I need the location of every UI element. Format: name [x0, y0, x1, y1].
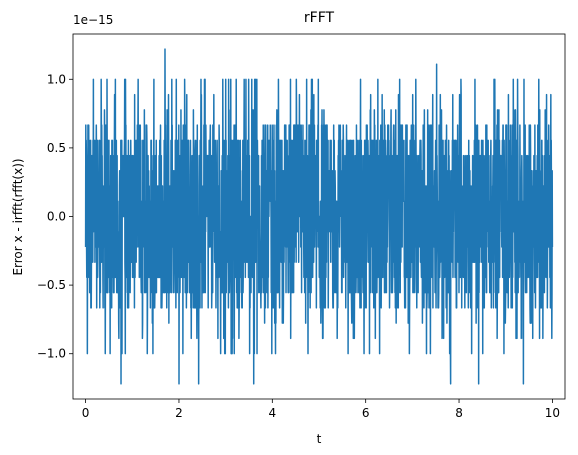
y-offset-label: 1e−15	[73, 13, 113, 27]
y-tick-label: −1.0	[37, 347, 66, 361]
y-axis: −1.0 −0.5 0.0 0.5 1.0	[37, 72, 73, 361]
x-tick-label: 8	[455, 406, 463, 420]
x-tick-label: 6	[362, 406, 370, 420]
y-tick-label: −0.5	[37, 278, 66, 292]
x-axis: 0 2 4 6 8 10	[82, 399, 560, 420]
x-tick-label: 10	[545, 406, 560, 420]
chart-title: rFFT	[304, 10, 335, 26]
x-tick-label: 2	[175, 406, 183, 420]
x-tick-label: 4	[269, 406, 277, 420]
x-tick-label: 0	[82, 406, 90, 420]
x-axis-label: t	[317, 432, 322, 446]
y-axis-label: Error x - irfft(rfft(x))	[11, 158, 25, 275]
y-tick-label: 1.0	[47, 72, 66, 86]
y-tick-label: 0.5	[47, 141, 66, 155]
y-tick-label: 0.0	[47, 210, 66, 224]
series-line-error	[84, 48, 554, 385]
